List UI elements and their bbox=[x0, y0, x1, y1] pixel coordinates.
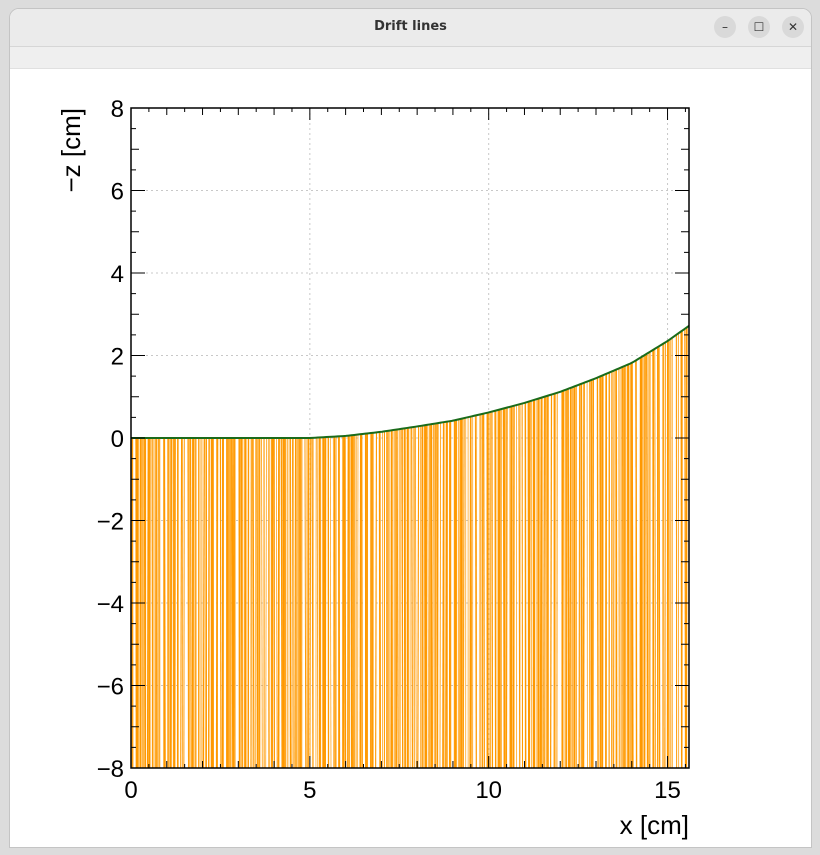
drift-line bbox=[351, 435, 353, 769]
drift-line bbox=[361, 434, 363, 769]
drift-line bbox=[311, 437, 314, 769]
maximize-icon: ☐ bbox=[753, 20, 765, 34]
drift-line bbox=[662, 343, 665, 769]
drift-line bbox=[580, 383, 583, 769]
drift-line bbox=[439, 422, 442, 769]
y-tick-label: −2 bbox=[97, 509, 124, 536]
drift-line bbox=[432, 423, 434, 769]
drift-line bbox=[542, 396, 545, 769]
drift-line bbox=[417, 426, 420, 769]
drift-line bbox=[378, 432, 381, 769]
drift-line bbox=[146, 437, 150, 769]
drift-line bbox=[505, 407, 508, 769]
drift-line bbox=[474, 415, 477, 769]
drift-line bbox=[403, 428, 406, 769]
minimize-icon: – bbox=[722, 20, 728, 34]
drift-line bbox=[189, 437, 192, 769]
drift-line bbox=[635, 360, 638, 769]
drift-line bbox=[180, 437, 183, 769]
drift-line bbox=[396, 429, 399, 769]
x-tick-label: 15 bbox=[654, 777, 681, 804]
y-tick-label: −4 bbox=[97, 591, 124, 618]
drift-line bbox=[578, 384, 580, 769]
drift-line bbox=[528, 401, 531, 769]
y-tick-label: −8 bbox=[97, 756, 124, 783]
y-tick-label: 0 bbox=[111, 426, 124, 453]
x-tick-label: 5 bbox=[303, 777, 316, 804]
drift-line bbox=[549, 394, 553, 769]
drift-line bbox=[252, 437, 255, 769]
drift-line bbox=[202, 437, 205, 769]
drift-line bbox=[304, 437, 307, 769]
drift-line bbox=[654, 348, 657, 769]
drift-line bbox=[215, 437, 219, 769]
close-icon: ✕ bbox=[787, 20, 799, 34]
drift-line bbox=[658, 346, 661, 769]
drift-line bbox=[375, 432, 378, 769]
drift-line bbox=[411, 427, 414, 769]
drift-line bbox=[567, 388, 570, 769]
x-axis-label: x [cm] bbox=[620, 810, 689, 840]
drift-line bbox=[329, 436, 332, 769]
close-button[interactable]: ✕ bbox=[782, 16, 804, 38]
menu-bar[interactable] bbox=[10, 47, 811, 69]
drift-line bbox=[569, 387, 572, 769]
drift-line bbox=[482, 413, 485, 769]
y-tick-label: 8 bbox=[111, 96, 124, 123]
drift-line bbox=[294, 437, 296, 769]
x-tick-label: 10 bbox=[475, 777, 502, 804]
drift-line bbox=[469, 416, 472, 769]
drift-lines-group bbox=[130, 327, 688, 769]
drift-line bbox=[276, 437, 278, 769]
drift-line bbox=[265, 437, 267, 769]
drift-line bbox=[261, 437, 263, 769]
drift-line bbox=[256, 437, 259, 769]
drift-line bbox=[347, 435, 350, 769]
x-tick-label: 0 bbox=[124, 777, 137, 804]
drift-line bbox=[582, 382, 585, 769]
maximize-button[interactable]: ☐ bbox=[748, 16, 770, 38]
y-axis-label: −z [cm] bbox=[56, 108, 86, 193]
drift-line bbox=[463, 418, 465, 769]
drift-line bbox=[231, 437, 234, 769]
title-bar[interactable]: Drift lines – ☐ ✕ bbox=[10, 9, 811, 47]
drift-line bbox=[684, 328, 686, 769]
drift-line bbox=[470, 416, 473, 769]
drift-line bbox=[596, 377, 599, 769]
drift-line bbox=[240, 437, 243, 769]
y-tick-label: 2 bbox=[111, 344, 124, 371]
drift-line bbox=[169, 437, 172, 769]
drift-line bbox=[442, 422, 445, 769]
window-title: Drift lines bbox=[374, 19, 447, 34]
drift-line bbox=[646, 353, 649, 769]
drift-line bbox=[316, 437, 319, 769]
drift-line bbox=[494, 410, 497, 769]
drift-line bbox=[427, 424, 429, 769]
drift-line bbox=[491, 411, 494, 769]
drift-line bbox=[414, 426, 417, 769]
y-tick-label: 4 bbox=[111, 261, 124, 288]
drift-line bbox=[219, 437, 222, 769]
boundary-curve bbox=[131, 324, 690, 439]
drift-line bbox=[280, 437, 283, 769]
minimize-button[interactable]: – bbox=[714, 16, 736, 38]
drift-line bbox=[291, 437, 293, 769]
y-tick-label: −6 bbox=[97, 674, 124, 701]
y-tick-label: 6 bbox=[111, 179, 124, 206]
